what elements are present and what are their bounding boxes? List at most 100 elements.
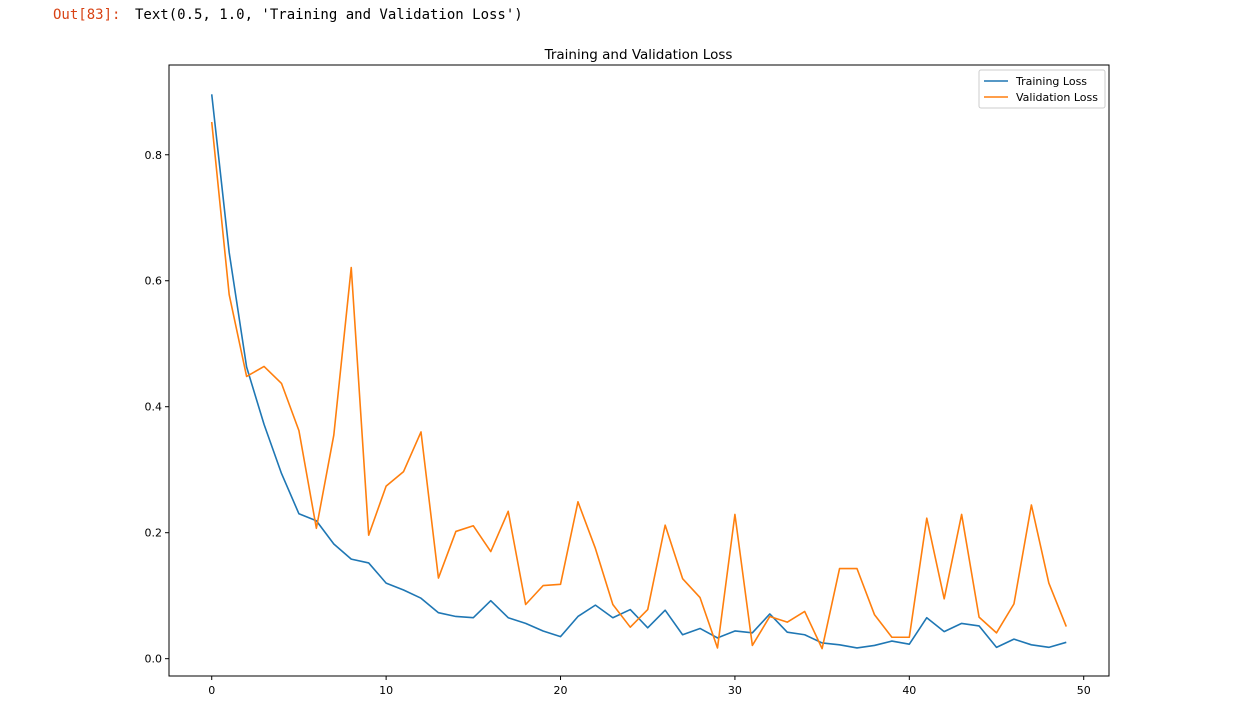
y-tick-label: 0.2 <box>145 527 163 540</box>
y-tick-label: 0.4 <box>145 401 163 414</box>
training-loss-point <box>699 628 701 630</box>
validation-loss-point <box>368 534 370 536</box>
series-lines <box>210 93 1068 650</box>
training-loss-point <box>874 645 876 647</box>
training-loss-point <box>333 543 335 545</box>
validation-loss-point <box>246 376 248 378</box>
validation-loss-point <box>909 636 911 638</box>
validation-loss-point <box>211 121 213 123</box>
validation-loss-point <box>490 551 492 553</box>
training-loss-point <box>595 604 597 606</box>
training-loss-point <box>682 634 684 636</box>
training-loss-point <box>420 597 422 599</box>
validation-loss-point <box>420 431 422 433</box>
validation-loss-point <box>821 648 823 650</box>
legend-validation-loss-label: Validation Loss <box>1016 91 1098 104</box>
validation-loss-point <box>647 609 649 611</box>
y-tick-label: 0.8 <box>145 149 163 162</box>
validation-loss-point <box>926 517 928 519</box>
training-loss-point <box>455 616 457 618</box>
validation-loss-point <box>298 430 300 432</box>
training-loss-point <box>839 644 841 646</box>
validation-loss-point <box>943 598 945 600</box>
training-loss-point <box>560 636 562 638</box>
validation-loss-point <box>228 294 230 296</box>
validation-loss-point <box>263 366 265 368</box>
x-tick-label: 40 <box>902 684 916 697</box>
output-text: Text(0.5, 1.0, 'Training and Validation … <box>135 7 523 23</box>
training-loss-point <box>263 424 265 426</box>
validation-loss-point <box>856 568 858 570</box>
training-loss-point <box>978 625 980 627</box>
training-loss-point <box>629 609 631 611</box>
validation-loss-point <box>542 585 544 587</box>
training-loss-point <box>368 562 370 564</box>
plot-frame <box>168 64 1110 677</box>
training-loss-point <box>385 582 387 584</box>
validation-loss-point <box>699 597 701 599</box>
validation-loss-point <box>403 471 405 473</box>
training-loss-point <box>246 366 248 368</box>
training-loss-point <box>891 640 893 642</box>
validation-loss-point <box>1048 582 1050 584</box>
training-loss-point <box>752 632 754 634</box>
training-loss-point <box>734 630 736 632</box>
training-loss-point <box>612 617 614 619</box>
training-loss-point <box>490 600 492 602</box>
validation-loss-point <box>978 616 980 618</box>
training-loss-point <box>1065 642 1067 644</box>
validation-loss-point <box>385 485 387 487</box>
training-loss-point <box>403 589 405 591</box>
training-loss-point <box>473 617 475 619</box>
validation-loss-point <box>891 636 893 638</box>
validation-loss-point <box>1065 626 1067 628</box>
training-loss-point <box>664 609 666 611</box>
validation-loss-point <box>316 527 318 529</box>
validation-loss-point <box>577 501 579 503</box>
x-tick-label: 20 <box>554 684 568 697</box>
legend-frame <box>978 69 1106 109</box>
training-loss-point <box>577 616 579 618</box>
legend: Training Loss Validation Loss <box>978 69 1106 109</box>
training-loss-point <box>350 558 352 560</box>
training-loss-point <box>211 93 213 95</box>
chart-title: Training and Validation Loss <box>544 47 733 63</box>
validation-loss-point <box>786 621 788 623</box>
x-tick-label: 0 <box>208 684 215 697</box>
training-loss-point <box>786 631 788 633</box>
validation-loss-point <box>769 616 771 618</box>
output-row: Out[83]: Text(0.5, 1.0, 'Training and Va… <box>0 0 1257 32</box>
validation-loss-point <box>717 647 719 649</box>
training-loss-point <box>769 613 771 615</box>
validation-loss-point <box>682 578 684 580</box>
training-loss-point <box>926 617 928 619</box>
validation-loss-point <box>473 525 475 527</box>
training-loss-point <box>298 513 300 515</box>
validation-loss-point <box>350 267 352 269</box>
validation-loss-point <box>525 604 527 606</box>
validation-loss-point <box>629 626 631 628</box>
training-loss-point <box>507 617 509 619</box>
validation-loss-point <box>996 632 998 634</box>
training-loss-point <box>909 643 911 645</box>
training-loss-point <box>542 630 544 632</box>
training-loss-point <box>228 252 230 254</box>
validation-loss-point <box>961 514 963 516</box>
validation-loss-point <box>333 434 335 436</box>
validation-loss-point <box>438 577 440 579</box>
validation-loss-point <box>804 611 806 613</box>
validation-loss-point <box>752 645 754 647</box>
validation-loss-point <box>455 531 457 533</box>
training-loss-point <box>281 473 283 475</box>
validation-loss-point <box>664 524 666 526</box>
training-loss-point <box>438 612 440 614</box>
x-tick-label: 50 <box>1077 684 1091 697</box>
x-tick-label: 30 <box>728 684 742 697</box>
legend-training-loss-label: Training Loss <box>1015 75 1087 88</box>
validation-loss-point <box>612 604 614 606</box>
x-tick-label: 10 <box>379 684 393 697</box>
validation-loss-point <box>560 584 562 586</box>
training-loss-point <box>961 623 963 625</box>
output-prompt: Out[83]: <box>53 7 121 23</box>
